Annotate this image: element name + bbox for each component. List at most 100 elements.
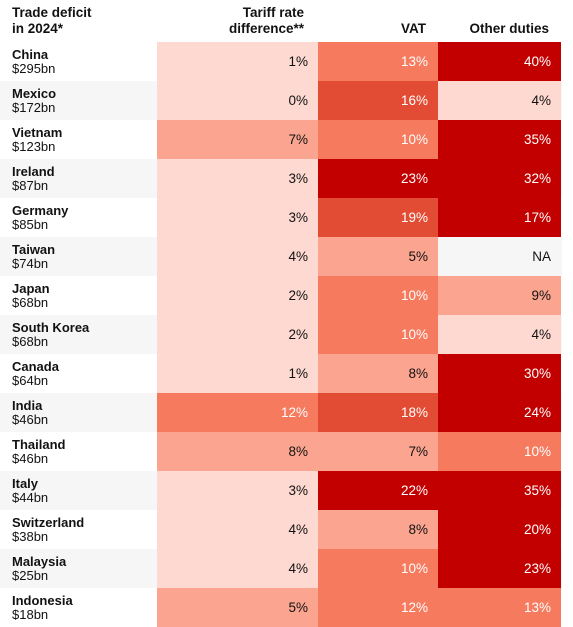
other-duties-cell: 4% [438,315,561,354]
vat-cell: 10% [318,276,438,315]
table-row: Ireland $87bn 3% 23% 32% [0,159,562,198]
header-tariff-line1: Tariff rate [242,5,304,20]
vat-cell: 22% [318,471,438,510]
country-name: Indonesia [12,593,73,608]
trade-deficit-value: $64bn [12,373,49,388]
trade-deficit-value: $25bn [12,568,49,583]
trade-deficit-value: $38bn [12,529,49,544]
trade-deficit-value: $18bn [12,607,49,622]
country-name: China [12,47,49,62]
table-row: Mexico $172bn 0% 16% 4% [0,81,562,120]
other-duties-cell: 35% [438,471,561,510]
country-name: Canada [12,359,59,374]
vat-cell: 23% [318,159,438,198]
tariff-cell: 4% [157,237,318,276]
vat-cell: 10% [318,120,438,159]
country-name: Ireland [12,164,55,179]
table-row: China $295bn 1% 13% 40% [0,42,562,81]
country-name: Italy [12,476,39,491]
country-label: Ireland $87bn [12,165,152,193]
country-name: South Korea [12,320,90,335]
vat-cell: 13% [318,42,438,81]
country-label: Canada $64bn [12,360,152,388]
country-label: Thailand $46bn [12,438,152,466]
table-row: Taiwan $74bn 4% 5% NA [0,237,562,276]
country-label: China $295bn [12,48,152,76]
country-label: Vietnam $123bn [12,126,152,154]
trade-deficit-value: $46bn [12,451,49,466]
trade-deficit-value: $68bn [12,295,49,310]
table-row: Vietnam $123bn 7% 10% 35% [0,120,562,159]
tariff-cell: 0% [157,81,318,120]
country-name: Japan [12,281,50,296]
other-duties-cell: 10% [438,432,561,471]
country-label: Japan $68bn [12,282,152,310]
tariff-cell: 3% [157,159,318,198]
vat-cell: 8% [318,354,438,393]
trade-deficit-value: $85bn [12,217,49,232]
table-row: India $46bn 12% 18% 24% [0,393,562,432]
table-row: Switzerland $38bn 4% 8% 20% [0,510,562,549]
tariff-cell: 3% [157,471,318,510]
country-label: Malaysia $25bn [12,555,152,583]
trade-deficit-value: $295bn [12,61,56,76]
country-name: Germany [12,203,69,218]
country-name: Vietnam [12,125,63,140]
tariff-cell: 4% [157,549,318,588]
other-duties-cell: NA [438,237,561,276]
country-label: Mexico $172bn [12,87,152,115]
vat-cell: 19% [318,198,438,237]
tariff-cell: 5% [157,588,318,627]
trade-deficit-value: $46bn [12,412,49,427]
trade-deficit-value: $123bn [12,139,56,154]
tariff-cell: 3% [157,198,318,237]
country-label: India $46bn [12,399,152,427]
header-tariff-line2: difference** [228,21,304,36]
trade-deficit-value: $172bn [12,100,56,115]
tariff-cell: 8% [157,432,318,471]
header-tariff-difference: Tariff rate difference** [160,5,304,37]
other-duties-cell: 24% [438,393,561,432]
header-trade-deficit: Trade deficit in 2024* [12,5,152,37]
country-label: Germany $85bn [12,204,152,232]
table-row: Thailand $46bn 8% 7% 10% [0,432,562,471]
vat-cell: 10% [318,315,438,354]
other-duties-cell: 35% [438,120,561,159]
header-trade-deficit-line1: Trade deficit [12,5,92,20]
country-label: South Korea $68bn [12,321,152,349]
trade-deficit-value: $74bn [12,256,49,271]
other-duties-cell: 30% [438,354,561,393]
other-duties-cell: 20% [438,510,561,549]
other-duties-cell: 13% [438,588,561,627]
tariff-cell: 4% [157,510,318,549]
tariff-cell: 1% [157,42,318,81]
table-row: Italy $44bn 3% 22% 35% [0,471,562,510]
vat-cell: 5% [318,237,438,276]
table-row: Canada $64bn 1% 8% 30% [0,354,562,393]
country-label: Switzerland $38bn [12,516,152,544]
tariff-cell: 12% [157,393,318,432]
vat-cell: 16% [318,81,438,120]
trade-deficit-value: $87bn [12,178,49,193]
tariff-cell: 7% [157,120,318,159]
country-label: Italy $44bn [12,477,152,505]
vat-cell: 12% [318,588,438,627]
tariff-cell: 1% [157,354,318,393]
table-row: Malaysia $25bn 4% 10% 23% [0,549,562,588]
country-name: Malaysia [12,554,67,569]
table-row: Germany $85bn 3% 19% 17% [0,198,562,237]
country-label: Indonesia $18bn [12,594,152,622]
vat-cell: 8% [318,510,438,549]
other-duties-cell: 17% [438,198,561,237]
trade-deficit-value: $44bn [12,490,49,505]
vat-cell: 18% [318,393,438,432]
vat-cell: 7% [318,432,438,471]
other-duties-cell: 4% [438,81,561,120]
vat-cell: 10% [318,549,438,588]
header-other-duties: Other duties [469,21,549,36]
country-label: Taiwan $74bn [12,243,152,271]
other-duties-cell: 40% [438,42,561,81]
table-row: Indonesia $18bn 5% 12% 13% [0,588,562,627]
country-name: Mexico [12,86,57,101]
